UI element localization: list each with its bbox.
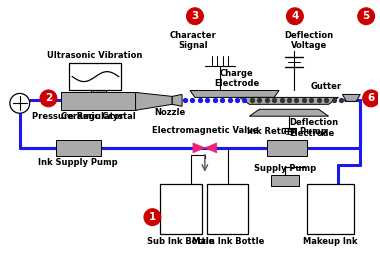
Text: Deflection
Electrode: Deflection Electrode <box>289 118 338 138</box>
Bar <box>61 92 136 110</box>
Text: Charge
Electrode: Charge Electrode <box>214 69 259 89</box>
Circle shape <box>10 93 30 113</box>
Text: 5: 5 <box>363 11 370 21</box>
Text: Makeup Ink: Makeup Ink <box>303 237 358 246</box>
Text: Ink Supply Pump: Ink Supply Pump <box>38 158 118 167</box>
Polygon shape <box>342 94 360 101</box>
Text: Ultrasonic Vibration: Ultrasonic Vibration <box>47 51 142 60</box>
Polygon shape <box>172 94 182 106</box>
Polygon shape <box>239 97 339 104</box>
Circle shape <box>187 8 203 25</box>
Bar <box>91 85 106 92</box>
Text: 1: 1 <box>149 212 156 222</box>
Bar <box>309 187 352 231</box>
Text: Ink Return Pump: Ink Return Pump <box>247 127 327 136</box>
Text: Main Ink Bottle: Main Ink Bottle <box>192 237 265 246</box>
Polygon shape <box>190 90 279 97</box>
Text: 2: 2 <box>45 93 52 103</box>
Text: Electromagnetic Valve: Electromagnetic Valve <box>152 126 258 135</box>
Bar <box>209 187 246 231</box>
Polygon shape <box>193 143 205 153</box>
Text: 3: 3 <box>191 11 199 21</box>
Text: 4: 4 <box>291 11 299 21</box>
Bar <box>69 63 121 90</box>
Text: Supply Pump: Supply Pump <box>254 164 316 173</box>
Circle shape <box>40 90 57 107</box>
Bar <box>160 184 202 234</box>
Bar <box>207 184 249 234</box>
Bar <box>56 140 101 156</box>
Text: Nozzle: Nozzle <box>155 108 186 117</box>
Text: Sub Ink Bottle: Sub Ink Bottle <box>147 237 215 246</box>
Circle shape <box>144 209 161 225</box>
Polygon shape <box>249 109 329 116</box>
Polygon shape <box>205 143 217 153</box>
Text: Pressure Regulator: Pressure Regulator <box>32 112 124 121</box>
Bar <box>267 140 307 156</box>
Bar <box>162 187 200 231</box>
Text: 6: 6 <box>367 93 375 103</box>
Polygon shape <box>136 92 172 110</box>
Text: Character
Signal: Character Signal <box>169 31 216 50</box>
Bar <box>307 184 354 234</box>
Circle shape <box>358 8 375 25</box>
Text: Ceramic Crystal: Ceramic Crystal <box>60 112 135 121</box>
Text: Gutter: Gutter <box>310 82 341 92</box>
Circle shape <box>287 8 303 25</box>
Bar <box>271 175 299 187</box>
Circle shape <box>363 90 380 107</box>
Text: Deflection
Voltage: Deflection Voltage <box>284 31 333 50</box>
